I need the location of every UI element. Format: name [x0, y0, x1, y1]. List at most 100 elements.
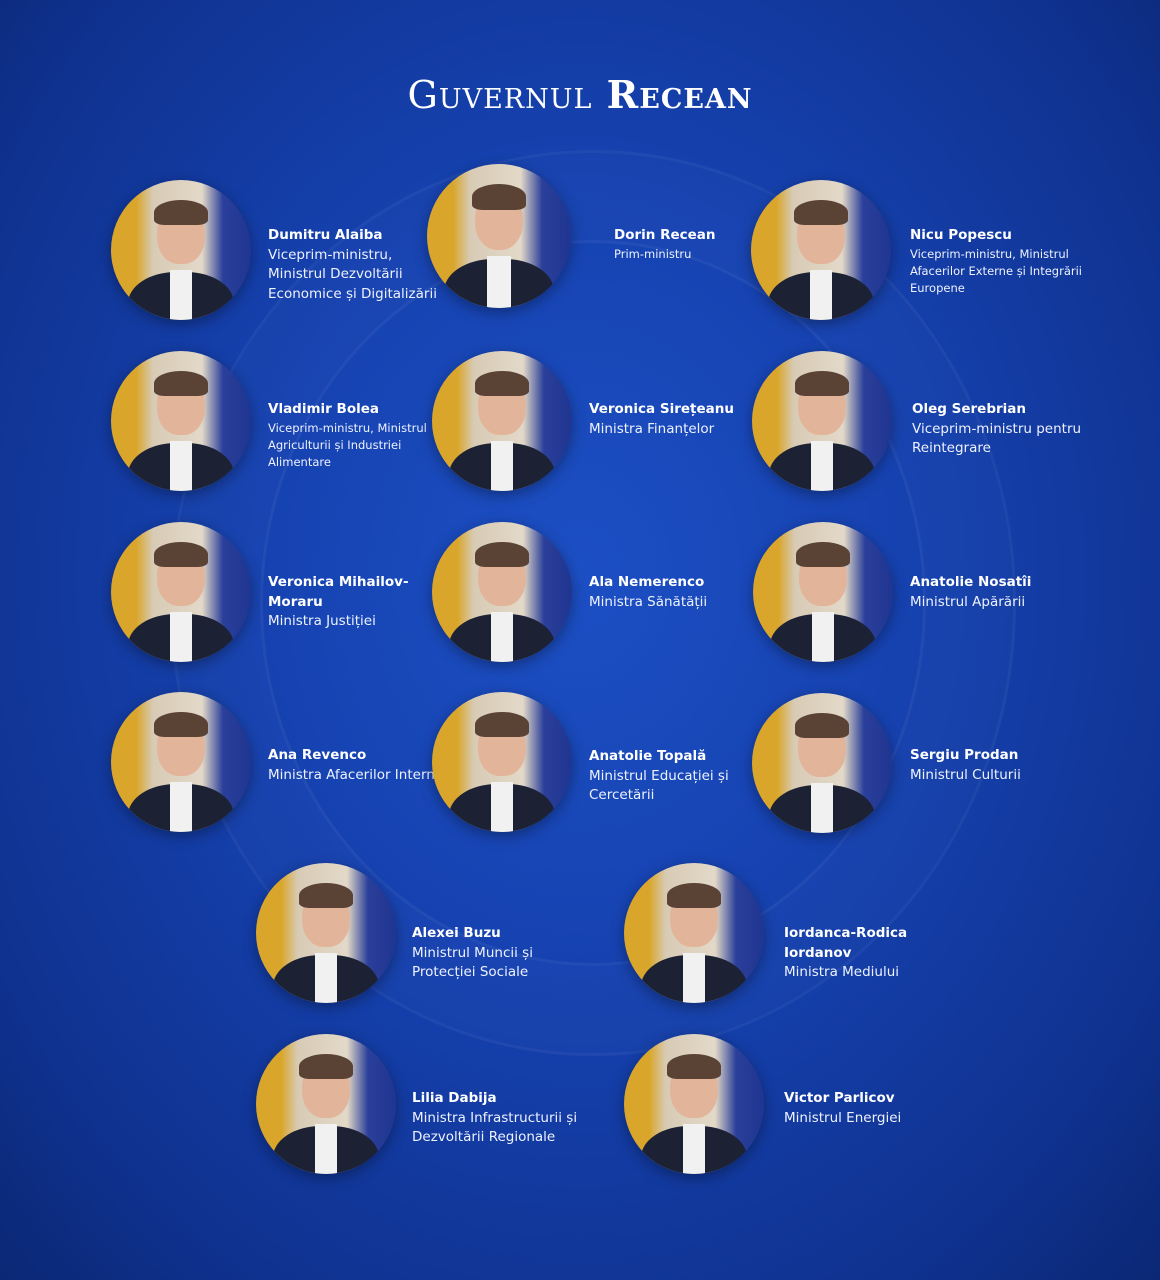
- member-name: Anatolie Topală: [589, 748, 707, 764]
- member-role: Ministra Afacerilor Interne: [268, 766, 444, 783]
- portrait-hair: [154, 370, 208, 396]
- member-photo: [427, 164, 571, 308]
- portrait-hair: [154, 711, 208, 737]
- member-role: Viceprim-ministru pentru Reintegrare: [912, 420, 1082, 457]
- member-info: Ana Revenco Ministra Afacerilor Interne: [268, 746, 448, 785]
- member-name: Ala Nemerenco: [589, 574, 705, 590]
- portrait-shirt: [314, 952, 338, 1003]
- member-role: Ministra Infrastructurii și Dezvoltării …: [412, 1109, 578, 1146]
- member-info: Victor Parlicov Ministrul Energiei: [784, 1089, 964, 1128]
- portrait-hair: [795, 712, 849, 738]
- member-info: Oleg Serebrian Viceprim-ministru pentru R…: [912, 400, 1092, 459]
- member-photo: [111, 522, 251, 662]
- member-info: Lilia Dabija Ministra Infrastructurii și …: [412, 1089, 592, 1148]
- portrait-hair: [299, 1053, 353, 1079]
- member-photo: [624, 1034, 764, 1174]
- portrait-hair: [475, 711, 529, 737]
- member-name: Victor Parlicov: [784, 1090, 895, 1106]
- portrait-shirt: [490, 440, 514, 491]
- member-name: Dumitru Alaiba: [268, 227, 383, 243]
- member-photo: [753, 522, 893, 662]
- portrait-shirt: [490, 611, 514, 662]
- member-info: Veronica Sirețeanu Ministra Finanțelor: [589, 400, 769, 439]
- portrait-shirt: [809, 269, 833, 320]
- portrait-hair: [471, 184, 527, 211]
- portrait-hair: [667, 882, 721, 908]
- member-info: Iordanca-Rodica Iordanov Ministra Mediulu…: [784, 924, 964, 983]
- member-photo: [752, 351, 892, 491]
- portrait-shirt: [169, 440, 193, 491]
- member-photo: [256, 1034, 396, 1174]
- portrait-hair: [475, 541, 529, 567]
- background-seal-inner: [260, 240, 926, 966]
- member-photo: [432, 522, 572, 662]
- member-role: Ministra Justiției: [268, 613, 376, 629]
- member-name: Sergiu Prodan: [910, 747, 1019, 763]
- portrait-shirt: [810, 440, 834, 491]
- portrait-hair: [794, 199, 848, 225]
- portrait-hair: [475, 370, 529, 396]
- member-name: Anatolie Nosatîi: [910, 574, 1032, 590]
- member-info: Veronica Mihailov-Moraru Ministra Justiți…: [268, 573, 448, 632]
- portrait-shirt: [682, 1123, 706, 1174]
- member-photo: [111, 692, 251, 832]
- portrait-shirt: [811, 611, 835, 662]
- portrait-shirt: [314, 1123, 338, 1174]
- portrait-shirt: [169, 781, 193, 832]
- portrait-hair: [796, 541, 850, 567]
- member-photo: [432, 351, 572, 491]
- member-name: Oleg Serebrian: [912, 401, 1026, 417]
- member-role: Ministrul Apărării: [910, 593, 1026, 610]
- portrait-shirt: [490, 781, 514, 832]
- member-role: Ministrul Muncii și Protecției Sociale: [412, 944, 533, 981]
- portrait-hair: [667, 1053, 721, 1079]
- portrait-shirt: [169, 269, 193, 320]
- member-name: Alexei Buzu: [412, 925, 501, 941]
- member-role: Ministrul Energiei: [784, 1109, 902, 1126]
- portrait-hair: [795, 370, 849, 396]
- member-photo: [751, 180, 891, 320]
- member-role: Viceprim-ministru, Ministrul Agriculturi…: [268, 420, 427, 469]
- member-info: Sergiu Prodan Ministrul Culturii: [910, 746, 1090, 785]
- member-name: Vladimir Bolea: [268, 401, 379, 417]
- member-photo: [624, 863, 764, 1003]
- page-title: Guvernul Recean: [0, 72, 1160, 117]
- portrait-hair: [299, 882, 353, 908]
- member-info: Anatolie Topală Ministrul Educației și Ce…: [589, 747, 769, 806]
- member-photo: [111, 180, 251, 320]
- member-name: Nicu Popescu: [910, 227, 1012, 243]
- member-name: Ana Revenco: [268, 747, 367, 763]
- member-role: Viceprim-ministru, Ministrul Dezvoltării…: [268, 246, 437, 302]
- member-photo: [432, 692, 572, 832]
- portrait-hair: [154, 199, 208, 225]
- portrait-hair: [154, 541, 208, 567]
- member-role: Ministra Mediului: [784, 964, 900, 980]
- title-part-1: Guvernul: [407, 73, 593, 117]
- member-photo: [256, 863, 396, 1003]
- member-name: Lilia Dabija: [412, 1090, 497, 1106]
- member-role: Ministrul Culturii: [910, 766, 1021, 783]
- member-photo: [752, 693, 892, 833]
- member-role: Viceprim-ministru, Ministrul Afacerilor …: [910, 246, 1082, 295]
- member-role: Ministra Finanțelor: [589, 420, 715, 437]
- member-role: Ministrul Educației și Cercetării: [589, 767, 729, 804]
- title-part-2: Recean: [606, 72, 753, 117]
- member-name: Veronica Sirețeanu: [589, 401, 734, 417]
- portrait-shirt: [682, 952, 706, 1003]
- member-info: Ala Nemerenco Ministra Sănătății: [589, 573, 769, 612]
- member-info: Alexei Buzu Ministrul Muncii și Protecție…: [412, 924, 592, 983]
- portrait-shirt: [810, 782, 834, 833]
- member-info: Anatolie Nosatîi Ministrul Apărării: [910, 573, 1090, 612]
- member-role: Prim-ministru: [614, 246, 692, 261]
- member-info: Vladimir Bolea Viceprim-ministru, Ministr…: [268, 400, 448, 471]
- member-info: Dumitru Alaiba Viceprim-ministru, Ministr…: [268, 226, 448, 304]
- portrait-shirt: [487, 256, 511, 308]
- member-name: Dorin Recean: [614, 227, 716, 243]
- member-info: Nicu Popescu Viceprim-ministru, Ministrul…: [910, 226, 1090, 297]
- member-photo: [111, 351, 251, 491]
- portrait-shirt: [169, 611, 193, 662]
- member-name: Iordanca-Rodica Iordanov: [784, 925, 908, 961]
- member-role: Ministra Sănătății: [589, 593, 708, 610]
- member-name: Veronica Mihailov-Moraru: [268, 574, 409, 610]
- member-info: Dorin Recean Prim-ministru: [614, 226, 794, 263]
